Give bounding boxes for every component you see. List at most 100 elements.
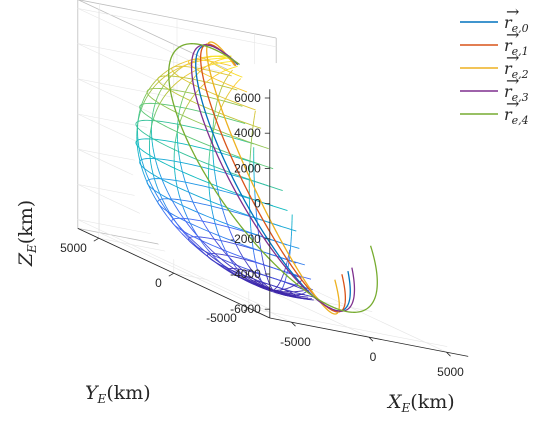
sphere-meridian	[181, 170, 185, 177]
sphere-meridian	[171, 68, 177, 73]
sphere-meridian	[208, 150, 211, 157]
sphere-meridian	[224, 249, 228, 255]
sphere-meridian	[254, 261, 257, 266]
sphere-meridian	[211, 208, 214, 215]
sphere-meridian	[143, 167, 147, 175]
sphere-meridian	[254, 256, 256, 262]
sphere-meridian	[186, 222, 193, 230]
legend-vector-arrow: →	[506, 94, 519, 113]
orbit-lines	[168, 41, 378, 315]
sphere-meridian	[157, 188, 161, 195]
sphere-meridian	[168, 212, 174, 219]
sphere-meridian	[178, 157, 182, 165]
sphere-meridian	[138, 154, 141, 161]
sphere-meridian	[298, 297, 305, 300]
z-tick-label: -2000	[230, 232, 261, 246]
sphere-meridian	[195, 233, 200, 240]
sphere-meridian	[283, 283, 285, 286]
sphere-meridian	[155, 97, 158, 103]
sphere-meridian	[137, 142, 140, 149]
sphere-meridian	[258, 239, 261, 245]
y-tick-label: -5000	[206, 311, 237, 325]
sphere-meridian	[182, 229, 189, 236]
sphere-meridian	[230, 269, 239, 275]
sphere-meridian	[153, 176, 156, 183]
sphere-meridian	[267, 279, 270, 283]
sphere-meridian	[216, 98, 219, 104]
sphere-meridian	[217, 255, 224, 262]
sphere-meridian	[288, 249, 291, 255]
sphere-meridian	[281, 287, 284, 290]
sphere-meridian	[180, 163, 183, 171]
sphere-meridian	[162, 209, 168, 217]
sphere-meridian	[190, 70, 196, 74]
sphere-meridian	[137, 148, 139, 155]
sphere-meridian	[232, 65, 238, 69]
sphere-meridian	[221, 208, 225, 215]
legend-label-1: re,1	[504, 36, 529, 58]
sphere-meridian	[266, 285, 271, 289]
sphere-meridian	[212, 159, 215, 166]
sphere-meridian	[253, 252, 255, 258]
sphere-meridian	[214, 171, 216, 178]
x-tick-label: -5000	[280, 335, 311, 349]
sphere-meridian	[221, 82, 225, 87]
sphere-meridian	[146, 88, 150, 94]
sphere-meridian	[165, 206, 170, 213]
sphere-meridian	[151, 117, 155, 124]
sphere-meridian	[182, 216, 188, 224]
sphere-meridian	[266, 288, 269, 291]
z-tick-label: -6000	[230, 302, 261, 316]
sphere-meridian	[151, 85, 156, 91]
sphere-meridian	[218, 70, 224, 74]
sphere-meridian	[279, 291, 287, 294]
sphere-meridian	[185, 72, 191, 77]
sphere-meridian	[276, 285, 279, 288]
sphere-meridian	[238, 266, 244, 272]
sphere-meridian	[177, 188, 180, 195]
sphere-meridian	[180, 75, 186, 80]
sphere-meridian	[151, 141, 154, 148]
sphere-meridian	[253, 280, 261, 285]
sphere-meridian	[182, 109, 186, 116]
sphere-meridian	[176, 227, 183, 234]
sphere-meridian	[161, 83, 166, 89]
sphere-meridian	[237, 273, 246, 279]
sphere-meridian	[252, 120, 255, 126]
sphere-meridian	[176, 223, 182, 230]
sphere-meridian	[216, 59, 222, 62]
sphere-meridian	[220, 240, 224, 246]
sphere-meridian	[138, 113, 141, 120]
sphere-meridian	[267, 289, 270, 291]
sphere-meridian	[237, 269, 242, 274]
sphere-meridian	[212, 214, 215, 220]
sphere-meridian	[155, 107, 159, 114]
sphere-meridian	[257, 281, 264, 286]
sphere-meridian	[149, 128, 152, 135]
sphere-meridian	[264, 270, 267, 275]
sphere-meridian	[186, 238, 194, 245]
sphere-meridian	[243, 270, 249, 276]
sphere-meridian	[192, 201, 197, 209]
sphere-meridian	[250, 233, 253, 239]
sphere-meridian	[164, 185, 169, 193]
sphere-meridian	[250, 269, 255, 274]
sphere-meridian	[247, 277, 255, 282]
sphere-meridian	[159, 194, 164, 201]
sphere-meridian	[165, 89, 170, 95]
sphere-meridian	[141, 166, 144, 174]
sphere-meridian	[175, 130, 178, 137]
sphere-meridian	[265, 287, 268, 290]
sphere-meridian	[211, 256, 219, 262]
sphere-meridian	[251, 243, 254, 249]
sphere-meridian	[195, 207, 200, 215]
sphere-meridian	[204, 251, 212, 257]
sphere-meridian	[149, 151, 151, 158]
sphere-meridian	[258, 234, 260, 240]
sphere-meridian	[178, 66, 183, 71]
sphere-meridian	[211, 250, 219, 257]
sphere-meridian	[153, 102, 157, 108]
sphere-meridian	[141, 103, 144, 109]
sphere-meridian	[206, 245, 213, 252]
sphere-meridian	[151, 112, 154, 119]
